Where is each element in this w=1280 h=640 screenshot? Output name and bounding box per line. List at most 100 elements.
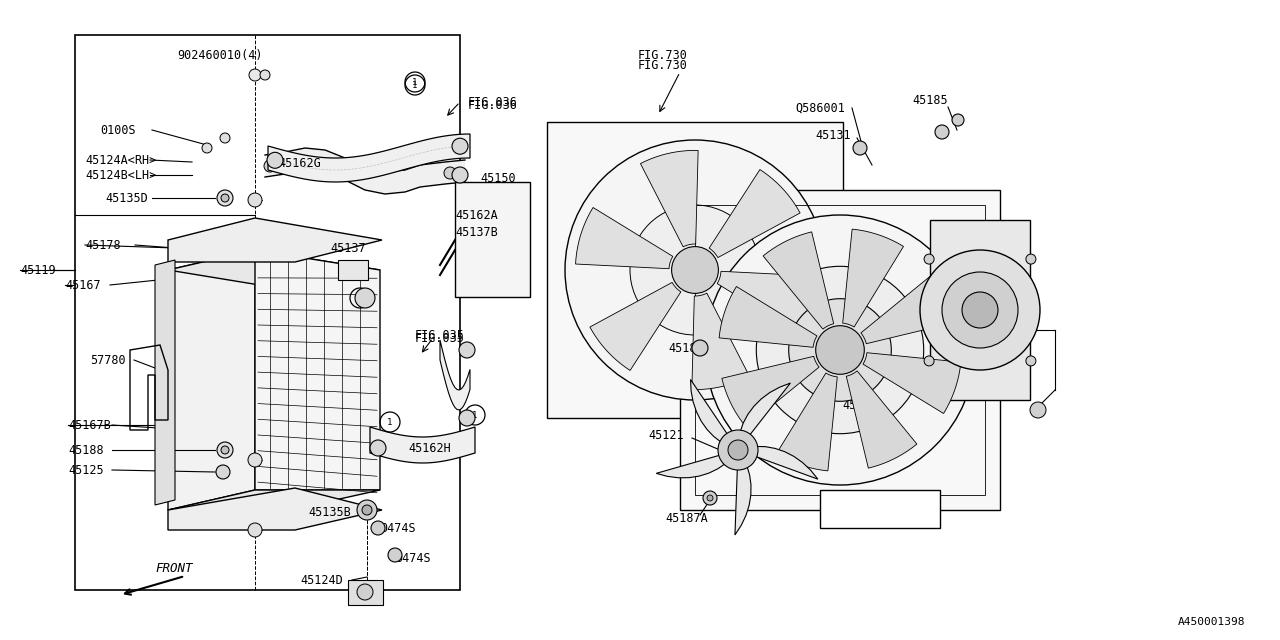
Circle shape xyxy=(221,194,229,202)
Text: 45137: 45137 xyxy=(330,241,366,255)
Polygon shape xyxy=(861,273,959,344)
Circle shape xyxy=(248,453,262,467)
Text: 45162A: 45162A xyxy=(454,209,498,221)
Polygon shape xyxy=(346,158,365,190)
Polygon shape xyxy=(385,170,404,194)
Circle shape xyxy=(388,548,402,562)
Text: 45124A<RH>: 45124A<RH> xyxy=(84,154,156,166)
Circle shape xyxy=(924,254,934,264)
Circle shape xyxy=(357,500,378,520)
Circle shape xyxy=(692,340,708,356)
Text: 45125: 45125 xyxy=(68,463,104,477)
Text: FIG.730: FIG.730 xyxy=(637,58,687,72)
Circle shape xyxy=(250,69,261,81)
Circle shape xyxy=(216,465,230,479)
Circle shape xyxy=(707,495,713,501)
Text: 45135B: 45135B xyxy=(308,506,351,518)
Text: 1: 1 xyxy=(357,294,362,303)
Circle shape xyxy=(248,193,262,207)
Bar xyxy=(76,35,460,590)
Text: 0100S: 0100S xyxy=(100,124,136,136)
Polygon shape xyxy=(168,488,381,530)
Polygon shape xyxy=(777,373,837,471)
Text: FIG.035: FIG.035 xyxy=(415,328,465,342)
Polygon shape xyxy=(255,250,380,490)
Polygon shape xyxy=(692,293,750,390)
Text: 45124B<LH>: 45124B<LH> xyxy=(84,168,156,182)
Polygon shape xyxy=(590,282,681,371)
Circle shape xyxy=(452,138,468,154)
Text: FIG.035: FIG.035 xyxy=(415,332,465,344)
Bar xyxy=(547,122,844,418)
Polygon shape xyxy=(846,371,916,468)
Circle shape xyxy=(1025,254,1036,264)
Text: FIG.036: FIG.036 xyxy=(468,95,518,109)
Circle shape xyxy=(703,491,717,505)
Circle shape xyxy=(920,250,1039,370)
Polygon shape xyxy=(719,287,817,348)
Polygon shape xyxy=(305,148,325,172)
Text: FRONT: FRONT xyxy=(155,563,192,575)
Polygon shape xyxy=(576,207,673,269)
Text: FIG.036: FIG.036 xyxy=(468,99,518,111)
Polygon shape xyxy=(168,250,255,510)
Polygon shape xyxy=(268,134,470,182)
Text: 0474S: 0474S xyxy=(396,552,430,564)
Text: 45124D: 45124D xyxy=(300,573,343,586)
Circle shape xyxy=(756,266,924,434)
Polygon shape xyxy=(168,218,381,262)
Polygon shape xyxy=(640,150,698,247)
Circle shape xyxy=(371,521,385,535)
Circle shape xyxy=(952,114,964,126)
Circle shape xyxy=(728,440,748,460)
Circle shape xyxy=(815,326,864,374)
Circle shape xyxy=(630,205,760,335)
Circle shape xyxy=(264,160,276,172)
Text: FIG.730: FIG.730 xyxy=(637,49,687,61)
Text: 1: 1 xyxy=(412,81,417,90)
Polygon shape xyxy=(657,455,726,478)
Circle shape xyxy=(260,70,270,80)
Circle shape xyxy=(268,152,283,168)
Circle shape xyxy=(221,446,229,454)
Polygon shape xyxy=(155,260,175,505)
Text: 45150: 45150 xyxy=(480,172,516,184)
Text: 45162G: 45162G xyxy=(278,157,321,170)
Polygon shape xyxy=(755,447,818,479)
Polygon shape xyxy=(722,356,819,427)
Text: 45188: 45188 xyxy=(68,444,104,456)
Bar xyxy=(680,190,1000,510)
Text: 45167: 45167 xyxy=(65,278,101,291)
Text: 45131: 45131 xyxy=(815,129,851,141)
Text: 45185: 45185 xyxy=(668,342,704,355)
Circle shape xyxy=(452,167,468,183)
Text: 1: 1 xyxy=(388,417,393,426)
Bar xyxy=(931,220,1030,400)
Circle shape xyxy=(1030,402,1046,418)
Circle shape xyxy=(460,342,475,358)
Circle shape xyxy=(924,356,934,366)
Circle shape xyxy=(718,430,758,470)
Text: 45185: 45185 xyxy=(913,93,947,106)
Circle shape xyxy=(564,140,826,400)
Polygon shape xyxy=(168,490,380,510)
Text: Q586001: Q586001 xyxy=(795,102,845,115)
Text: 45135D: 45135D xyxy=(105,191,147,205)
Circle shape xyxy=(218,190,233,206)
Circle shape xyxy=(248,523,262,537)
Circle shape xyxy=(672,246,718,293)
Bar xyxy=(338,260,369,280)
Circle shape xyxy=(788,299,891,401)
Text: 45178: 45178 xyxy=(84,239,120,252)
Circle shape xyxy=(220,133,230,143)
Text: 902460010(4): 902460010(4) xyxy=(177,49,262,61)
Polygon shape xyxy=(740,383,790,436)
Circle shape xyxy=(362,505,372,515)
Text: 57780: 57780 xyxy=(90,353,125,367)
Bar xyxy=(454,182,530,297)
Polygon shape xyxy=(763,232,833,329)
Polygon shape xyxy=(690,380,728,442)
Circle shape xyxy=(218,442,233,458)
Text: 45187A: 45187A xyxy=(666,511,708,525)
Circle shape xyxy=(705,215,975,485)
